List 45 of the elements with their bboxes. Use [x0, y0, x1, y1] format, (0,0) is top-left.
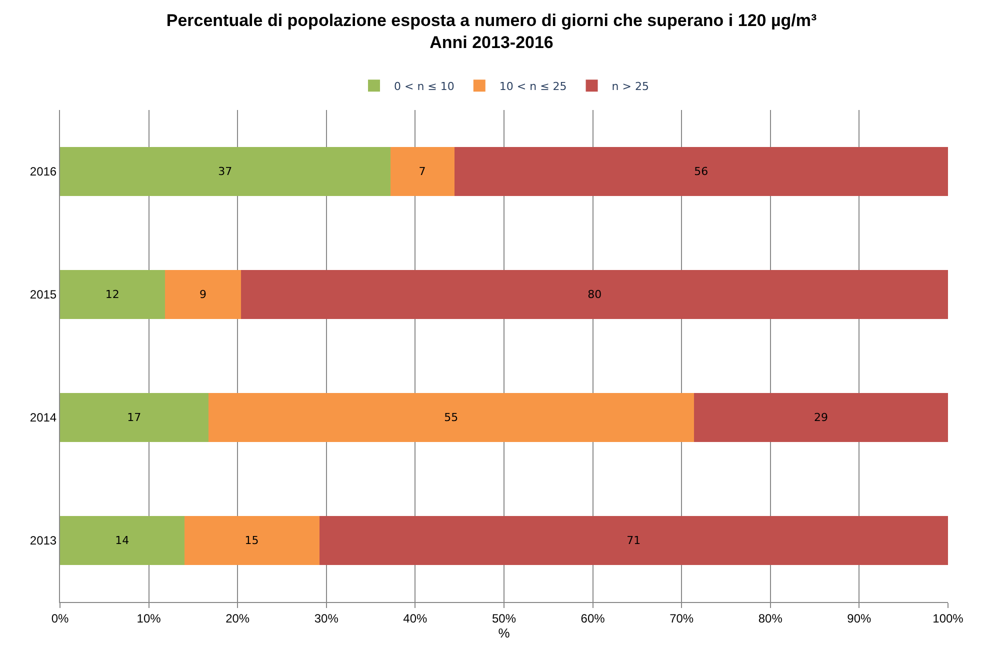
data-label: 17: [127, 411, 142, 424]
x-tick-label: 0%: [51, 611, 69, 626]
bar: [164, 270, 242, 320]
legend-label: 10 < n ≤ 25: [499, 80, 567, 93]
x-tick-label: 90%: [847, 611, 872, 626]
x-tick-label: 30%: [314, 611, 339, 626]
legend-label: n > 25: [612, 80, 649, 93]
x-tick-label: 40%: [403, 611, 428, 626]
data-label: 7: [418, 165, 426, 178]
y-tick-label: 2015: [30, 288, 57, 302]
data-label: 55: [444, 411, 458, 424]
bar: [60, 270, 165, 320]
data-label: 14: [115, 534, 130, 547]
bar: [390, 146, 454, 196]
x-axis-title: %: [498, 625, 510, 640]
x-tick-label: 20%: [226, 611, 250, 626]
data-label: 15: [244, 534, 259, 547]
bar: [208, 392, 694, 442]
legend-label: 0 < n ≤ 10: [394, 80, 454, 93]
x-tick-label: 50%: [492, 611, 516, 626]
bar: [60, 146, 390, 196]
data-label: 80: [588, 288, 602, 301]
x-tick-label: 100%: [932, 611, 964, 626]
data-label: 9: [199, 288, 206, 301]
bar: [184, 516, 320, 566]
bar: [60, 392, 208, 442]
bar: [241, 270, 948, 320]
bar: [319, 516, 948, 566]
chart-subtitle: Anni 2013-2016: [430, 33, 554, 52]
bar: [694, 392, 948, 442]
chart-title: Percentuale di popolazione esposta a numero di giorni che superano i 120 µg/m³: [166, 11, 817, 30]
y-tick-label: 2016: [30, 164, 57, 179]
data-label: 12: [105, 288, 120, 301]
bar: [454, 146, 948, 196]
data-label: 37: [218, 165, 232, 178]
x-tick-label: 80%: [758, 611, 783, 626]
y-tick-label: 2013: [30, 534, 57, 548]
data-label: 71: [626, 534, 641, 547]
x-tick-label: 70%: [670, 611, 694, 626]
bar: [60, 516, 184, 566]
data-label: 56: [694, 165, 708, 178]
x-tick-label: 10%: [136, 611, 162, 626]
y-tick-label: 2014: [30, 410, 57, 425]
data-label: 29: [814, 411, 828, 424]
x-tick-label: 60%: [580, 611, 606, 626]
